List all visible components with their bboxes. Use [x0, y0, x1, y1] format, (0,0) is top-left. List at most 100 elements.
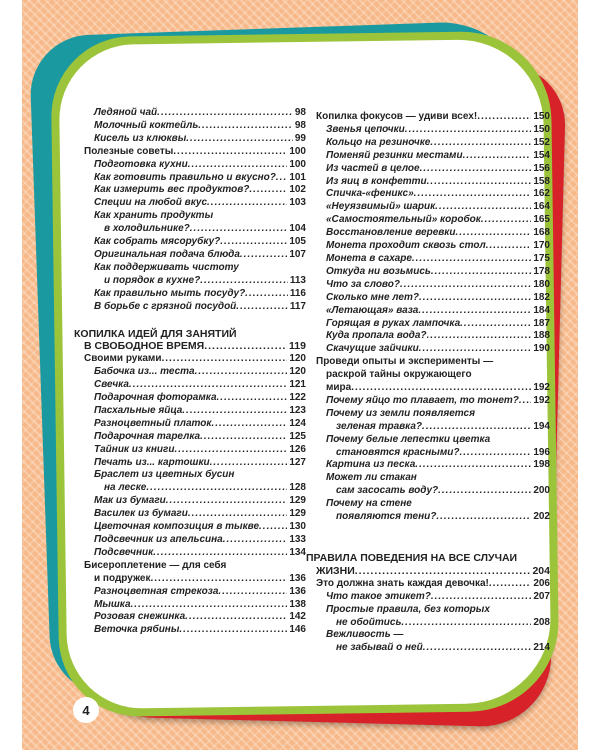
dot-leader — [129, 379, 287, 392]
toc-item: Как правильно мыть посуду? 116 — [74, 288, 306, 301]
toc-entry-title: Полезные советы — [84, 145, 174, 157]
toc-item: Что такое этикет? 207 — [306, 591, 550, 604]
toc-entry-title: «Неуязвимый» шарик — [326, 201, 436, 213]
dot-leader — [157, 107, 293, 120]
toc-entry-title: Поменяй резинки местами — [326, 149, 463, 161]
toc-entry-title: не забывай о ней — [336, 642, 423, 654]
toc-section: Своими руками 120 — [74, 353, 306, 366]
dot-leader — [486, 240, 532, 253]
dot-leader — [423, 642, 532, 655]
toc-page-number: 124 — [289, 417, 306, 429]
dot-leader — [200, 275, 288, 288]
toc-page-number: 126 — [289, 443, 306, 455]
dot-leader — [217, 392, 288, 405]
toc-entry-title: Как хранить продукты — [94, 210, 214, 222]
toc-page-number: 206 — [533, 577, 550, 589]
toc-item: Молочный коктейль 98 — [74, 120, 306, 133]
toc-page-number: 117 — [289, 300, 306, 312]
toc-entry-title: Простые правила, без которых — [326, 603, 490, 615]
dot-leader — [182, 405, 287, 418]
toc-entry-title: появляются тени? — [336, 511, 437, 523]
toc-item: Почему белые лепестки цветка становятся к… — [306, 434, 550, 460]
dot-leader — [405, 124, 532, 137]
toc-item: «Летающая» ваза 184 — [306, 305, 550, 318]
section-gap — [74, 314, 306, 328]
toc-item: Свечка 121 — [74, 379, 306, 392]
toc-left-column: Ледяной чай 98 Молочный коктейль 98 Кисель и… — [74, 107, 306, 637]
toc-page-number: 130 — [289, 521, 306, 533]
toc-item: Звенья цепочки 150 — [306, 124, 550, 137]
toc-page-number: 100 — [289, 158, 306, 170]
toc-item: Вежливость —не забывай о ней 214 — [306, 629, 550, 655]
toc-page-number: 119 — [289, 340, 306, 353]
dot-leader — [218, 586, 287, 599]
dot-leader — [249, 184, 287, 197]
toc-entry-title: Почему яйцо то плавает, то тонет? — [326, 394, 519, 406]
toc-entry-title: в холодильнике? — [104, 223, 190, 235]
toc-entry-title: мира — [326, 382, 352, 394]
toc-item: Специи на любой вкус 103 — [74, 197, 306, 210]
toc-page-number: 180 — [533, 278, 550, 290]
toc-entry-title: Откуда ни возьмись — [326, 265, 431, 277]
toc-section: Полезные советы 100 — [74, 146, 306, 159]
toc-page-number: 142 — [289, 611, 306, 623]
toc-entry-title: Веточка рябины — [94, 624, 180, 636]
toc-item: «Самостоятельный» коробок 165 — [306, 214, 550, 227]
toc-item: Кольцо на резиночке 152 — [306, 137, 550, 150]
toc-page-number: 150 — [533, 123, 550, 135]
toc-entry-title: Подсвечник из апельсина — [94, 534, 223, 545]
toc-item: Сколько мне лет? 182 — [306, 292, 550, 305]
dot-leader — [419, 343, 532, 356]
toc-page-number: 182 — [533, 291, 550, 303]
dot-leader — [210, 457, 288, 470]
toc-page-number: 123 — [289, 404, 306, 416]
page-number: 4 — [73, 697, 99, 723]
toc-entry-title: Монета проходит сквозь стол — [326, 240, 486, 252]
toc-entry-title: Спичка-«феникс» — [326, 188, 414, 200]
toc-page-number: 165 — [533, 214, 550, 226]
toc-entry-title: Розовая снежинка — [94, 611, 186, 623]
toc-page-number: 121 — [289, 379, 306, 391]
dot-leader — [276, 172, 287, 185]
toc-page-number: 152 — [533, 136, 550, 148]
dot-leader — [220, 236, 287, 249]
toc-entry-title: Разноцветная стрекоза — [94, 585, 219, 597]
toc-entry-title: Своими руками — [84, 353, 162, 365]
toc-page-number: 196 — [533, 446, 550, 458]
dot-leader — [223, 534, 288, 547]
toc-entry-title: Печать из... картошки — [94, 456, 210, 468]
toc-entry-title: ПРАВИЛА ПОВЕДЕНИЯ НА ВСЕ СЛУЧАИ — [306, 552, 518, 564]
toc-entry-title: Подготовка кухни — [94, 158, 188, 170]
dot-leader — [188, 159, 288, 172]
toc-entry-title: Картина из песка — [326, 459, 416, 471]
dot-leader — [153, 547, 287, 560]
dot-leader — [131, 599, 288, 612]
toc-item: Мак из бумаги 129 — [74, 495, 306, 508]
toc-entry-title: Что такое этикет? — [326, 590, 431, 602]
dot-leader — [173, 146, 287, 159]
toc-page-number: 120 — [289, 366, 306, 378]
toc-item: Тайник из книги 126 — [74, 444, 306, 457]
toc-item: Скачущие зайчики 190 — [306, 343, 550, 356]
dot-leader — [185, 611, 287, 624]
toc-item: Подарочная фоторамка 122 — [74, 392, 306, 405]
toc-entry-title: Оригинальная подача блюда — [94, 248, 240, 260]
toc-entry-title: и порядок в кухне? — [104, 274, 201, 286]
toc-page-number: 101 — [289, 171, 306, 183]
toc-item: Как поддерживать чистоту и порядок в кухн… — [74, 262, 306, 288]
dot-leader — [420, 163, 532, 176]
toc-page-number: 200 — [533, 485, 550, 497]
toc-entry-title: Что за слово? — [326, 278, 400, 290]
dot-leader — [477, 111, 531, 124]
dot-leader — [419, 292, 531, 305]
dot-leader — [422, 421, 531, 434]
dot-leader — [179, 624, 287, 637]
toc-item: Из яиц в конфетти 158 — [306, 176, 550, 189]
toc-entry-title: Пасхальные яйца — [94, 404, 183, 416]
toc-entry-title: Почему из земли появляется — [326, 407, 475, 419]
toc-page-number: 128 — [289, 482, 306, 494]
toc-item: Восстановление веревки 168 — [306, 227, 550, 240]
dot-leader — [430, 137, 531, 150]
